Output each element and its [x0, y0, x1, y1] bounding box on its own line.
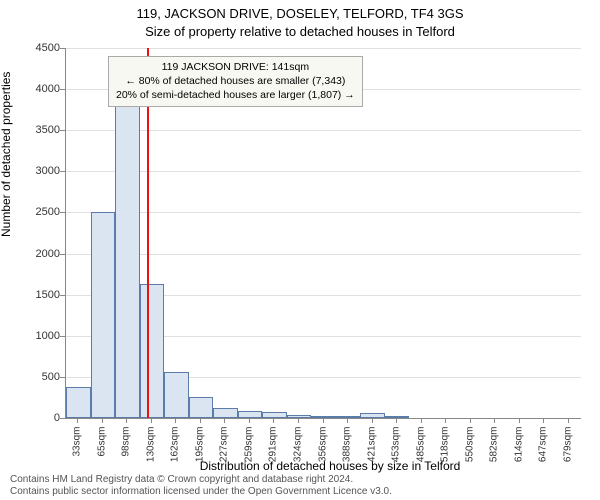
- gridline: [66, 254, 581, 255]
- xtick-label: 227sqm: [219, 427, 230, 472]
- ytick-mark: [60, 418, 65, 419]
- xtick-label: 518sqm: [440, 427, 451, 472]
- ytick-mark: [60, 48, 65, 49]
- xtick-mark: [568, 418, 569, 423]
- ytick-label: 2000: [25, 248, 60, 260]
- ytick-mark: [60, 336, 65, 337]
- y-axis-label: Number of detached properties: [0, 72, 13, 237]
- gridline: [66, 171, 581, 172]
- xtick-label: 291sqm: [268, 427, 279, 472]
- histogram-bar: [66, 387, 91, 418]
- histogram-bar: [115, 93, 140, 418]
- chart-subtitle: Size of property relative to detached ho…: [0, 24, 600, 39]
- histogram-bar: [189, 397, 214, 418]
- histogram-bar: [213, 408, 238, 418]
- xtick-label: 679sqm: [562, 427, 573, 472]
- xtick-mark: [323, 418, 324, 423]
- ytick-mark: [60, 254, 65, 255]
- xtick-mark: [396, 418, 397, 423]
- xtick-label: 162sqm: [170, 427, 181, 472]
- xtick-mark: [77, 418, 78, 423]
- ytick-label: 1000: [25, 330, 60, 342]
- ytick-label: 0: [25, 412, 60, 424]
- xtick-label: 647sqm: [538, 427, 549, 472]
- ytick-label: 4500: [25, 42, 60, 54]
- xtick-mark: [470, 418, 471, 423]
- histogram-bar: [238, 411, 263, 418]
- xtick-mark: [421, 418, 422, 423]
- xtick-mark: [151, 418, 152, 423]
- histogram-bar: [91, 212, 116, 418]
- xtick-label: 324sqm: [292, 427, 303, 472]
- annotation-line1: 119 JACKSON DRIVE: 141sqm: [116, 60, 355, 74]
- ytick-mark: [60, 130, 65, 131]
- gridline: [66, 130, 581, 131]
- gridline: [66, 212, 581, 213]
- xtick-mark: [175, 418, 176, 423]
- xtick-mark: [273, 418, 274, 423]
- histogram-bar: [262, 412, 287, 418]
- ytick-label: 1500: [25, 289, 60, 301]
- xtick-mark: [543, 418, 544, 423]
- xtick-mark: [224, 418, 225, 423]
- xtick-mark: [519, 418, 520, 423]
- ytick-mark: [60, 212, 65, 213]
- xtick-mark: [494, 418, 495, 423]
- xtick-label: 356sqm: [317, 427, 328, 472]
- xtick-label: 130sqm: [145, 427, 156, 472]
- annotation-line3: 20% of semi-detached houses are larger (…: [116, 88, 355, 102]
- xtick-mark: [445, 418, 446, 423]
- footer-attribution: Contains HM Land Registry data © Crown c…: [10, 474, 392, 498]
- property-size-chart: 119, JACKSON DRIVE, DOSELEY, TELFORD, TF…: [0, 0, 600, 500]
- ytick-mark: [60, 171, 65, 172]
- ytick-label: 4000: [25, 83, 60, 95]
- xtick-mark: [347, 418, 348, 423]
- footer-line1: Contains HM Land Registry data © Crown c…: [10, 474, 392, 486]
- ytick-mark: [60, 89, 65, 90]
- xtick-mark: [372, 418, 373, 423]
- annotation-box: 119 JACKSON DRIVE: 141sqm ← 80% of detac…: [108, 56, 363, 107]
- ytick-label: 2500: [25, 206, 60, 218]
- xtick-label: 195sqm: [194, 427, 205, 472]
- xtick-label: 65sqm: [96, 427, 107, 472]
- xtick-label: 33sqm: [72, 427, 83, 472]
- xtick-label: 388sqm: [342, 427, 353, 472]
- xtick-label: 614sqm: [513, 427, 524, 472]
- xtick-label: 421sqm: [366, 427, 377, 472]
- gridline: [66, 48, 581, 49]
- xtick-label: 98sqm: [121, 427, 132, 472]
- chart-title-address: 119, JACKSON DRIVE, DOSELEY, TELFORD, TF…: [0, 6, 600, 21]
- xtick-label: 550sqm: [464, 427, 475, 472]
- footer-line2: Contains public sector information licen…: [10, 486, 392, 498]
- xtick-mark: [126, 418, 127, 423]
- ytick-mark: [60, 295, 65, 296]
- histogram-bar: [140, 284, 165, 418]
- ytick-label: 500: [25, 371, 60, 383]
- xtick-label: 453sqm: [391, 427, 402, 472]
- xtick-label: 582sqm: [489, 427, 500, 472]
- ytick-mark: [60, 377, 65, 378]
- annotation-line2: ← 80% of detached houses are smaller (7,…: [116, 74, 355, 88]
- ytick-label: 3500: [25, 124, 60, 136]
- xtick-mark: [102, 418, 103, 423]
- histogram-bar: [164, 372, 189, 418]
- xtick-mark: [249, 418, 250, 423]
- xtick-label: 485sqm: [415, 427, 426, 472]
- xtick-mark: [298, 418, 299, 423]
- xtick-mark: [200, 418, 201, 423]
- ytick-label: 3000: [25, 165, 60, 177]
- xtick-label: 259sqm: [243, 427, 254, 472]
